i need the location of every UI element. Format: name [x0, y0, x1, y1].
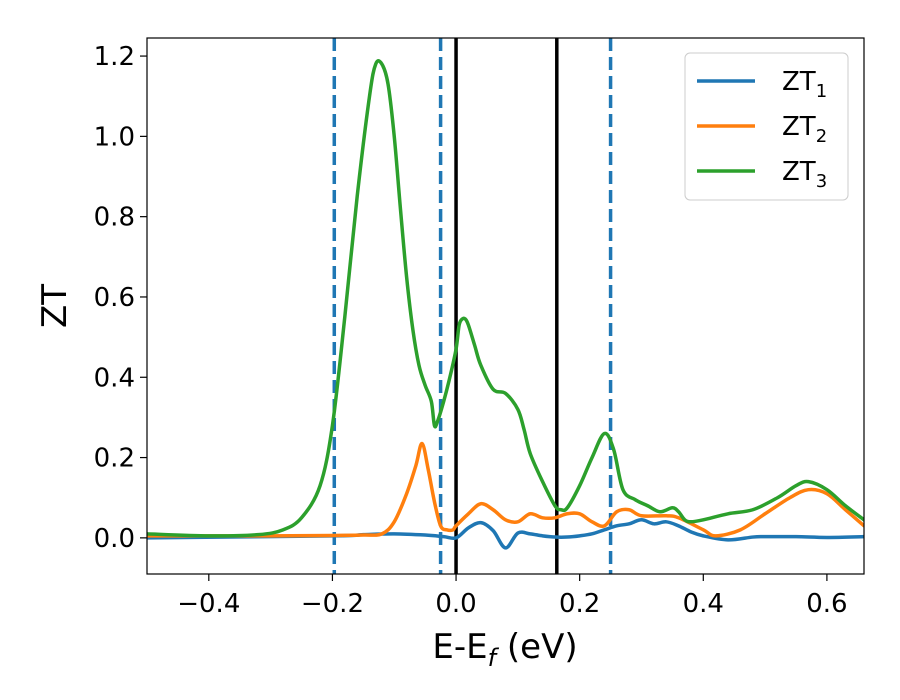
x-tick-label: 0.4	[683, 589, 724, 619]
series-line-zt2	[147, 441, 864, 538]
x-axis-label-main: E-E	[432, 627, 487, 667]
legend-label-subscript: 1	[816, 81, 827, 102]
x-tick-label: −0.2	[301, 589, 364, 619]
series-line-zt3	[147, 59, 864, 538]
legend-label-zt3: ZT3	[782, 157, 827, 192]
y-tick-label: 0.8	[94, 203, 135, 233]
series-line-zt1	[147, 518, 864, 550]
legend-label-subscript: 2	[816, 126, 827, 147]
y-axis: 0.0 0.2 0.4 0.6 0.8 1.0 1.2	[94, 42, 147, 554]
x-tick-label: −0.4	[177, 589, 240, 619]
plot-frame	[146, 37, 865, 575]
x-tick-label: 0.6	[806, 589, 847, 619]
series-lines	[147, 59, 864, 550]
x-axis: −0.4 −0.2 0.0 0.2 0.4 0.6	[177, 574, 848, 619]
reference-lines	[332, 38, 613, 574]
x-tick-label: 0.2	[559, 589, 600, 619]
x-tick-label: 0.0	[435, 589, 476, 619]
y-tick-label: 0.0	[94, 524, 135, 554]
y-tick-label: 0.4	[94, 363, 135, 393]
x-axis-label-unit: (eV)	[496, 627, 578, 667]
legend-label-zt1: ZT1	[782, 67, 827, 102]
legend-label-main: ZT	[782, 157, 816, 187]
legend-label-subscript: 3	[816, 171, 827, 192]
x-axis-label: E-Ef (eV)	[432, 627, 577, 672]
y-tick-label: 0.2	[94, 444, 135, 474]
legend-label-main: ZT	[782, 112, 816, 142]
y-axis-label: ZT	[35, 284, 75, 328]
y-tick-label: 0.6	[94, 283, 135, 313]
y-tick-label: 1.0	[94, 122, 135, 152]
legend-label-zt2: ZT2	[782, 112, 827, 147]
y-tick-label: 1.2	[94, 42, 135, 72]
legend-box	[684, 52, 849, 201]
legend-label-main: ZT	[782, 67, 816, 97]
